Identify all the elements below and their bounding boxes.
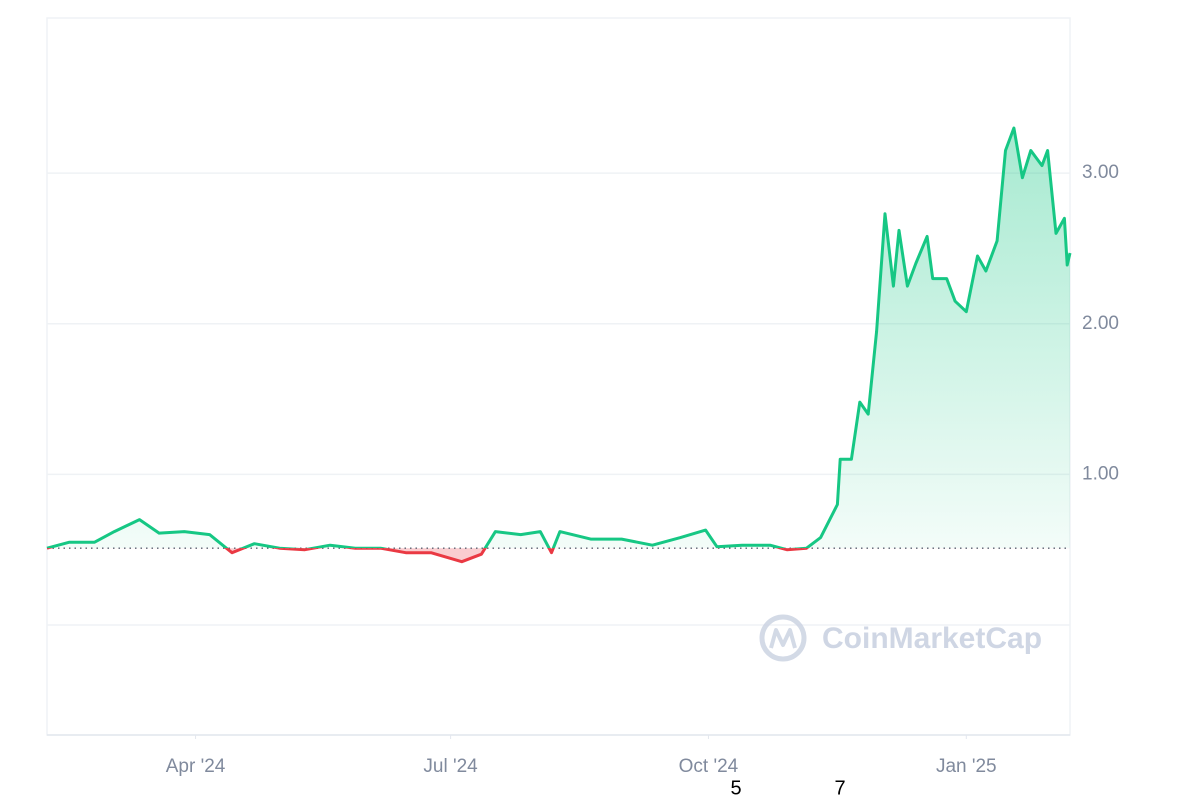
watermark-logo: [759, 614, 807, 662]
y-tick-label: 2.00: [1082, 313, 1119, 334]
x-tick-label: Jul '24: [423, 756, 478, 777]
stray-label: 7: [834, 777, 845, 799]
x-tick-label: Apr '24: [166, 756, 226, 777]
stray-label: 5: [730, 777, 741, 799]
watermark: CoinMarketCap: [822, 622, 1042, 655]
price-line-below: [46, 548, 810, 564]
x-tick-label: Oct '24: [679, 756, 739, 777]
area-above: [47, 128, 1070, 549]
y-tick-label: 3.00: [1082, 162, 1119, 183]
y-tick-label: 1.00: [1082, 463, 1119, 484]
price-line: [46, 126, 1072, 549]
x-tick-label: Jan '25: [936, 756, 997, 777]
